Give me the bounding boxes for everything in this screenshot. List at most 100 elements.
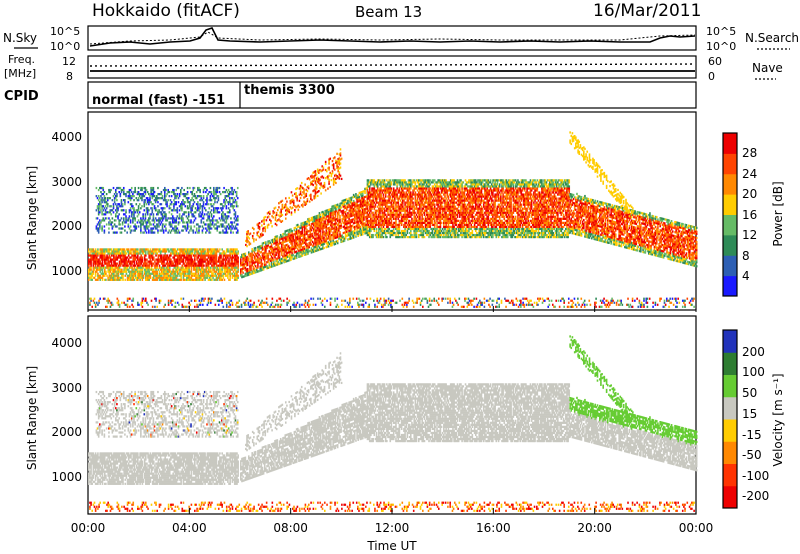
power-cell — [191, 269, 193, 271]
power-cell — [119, 250, 121, 252]
power-cell — [102, 279, 104, 281]
power-cell — [134, 263, 136, 265]
radar-summary-plot: Hokkaido (fitACF) Beam 13 16/Mar/2011 N.… — [0, 0, 800, 554]
power-cell — [144, 256, 146, 258]
power-cell — [156, 279, 158, 281]
cpid-mode-2: themis 3300 — [244, 83, 335, 98]
power-cell — [128, 269, 130, 271]
power-cell — [109, 263, 111, 265]
power-cell — [97, 273, 99, 275]
power-cell — [142, 269, 144, 271]
power-cell — [170, 254, 172, 256]
power-cell — [143, 252, 145, 254]
power-cell — [132, 277, 134, 279]
power-cell — [111, 261, 113, 263]
power-cell — [110, 256, 112, 258]
power-cell — [164, 252, 166, 254]
power-cell — [122, 279, 124, 281]
nave-right-tick-top: 60 — [708, 55, 722, 68]
noise-sky-line — [90, 28, 695, 46]
power-cell — [118, 275, 120, 277]
power-cell — [98, 258, 100, 260]
power-cell — [122, 277, 124, 279]
power-cell — [185, 273, 187, 275]
power-cell — [176, 277, 178, 279]
power-cell — [152, 265, 154, 267]
power-cell — [192, 252, 194, 254]
power-cell — [135, 273, 137, 275]
freq-left-tick-bottom: 8 — [66, 70, 73, 83]
power-cell — [145, 252, 147, 254]
power-cell — [102, 269, 104, 271]
power-cell — [169, 256, 171, 258]
power-cell — [89, 271, 91, 273]
power-cell — [156, 267, 158, 269]
power-cell — [118, 273, 120, 275]
power-cell — [127, 267, 129, 269]
noise-right-tick-top: 10^5 — [706, 25, 736, 38]
power-cell — [104, 275, 106, 277]
power-cell — [192, 250, 194, 252]
power-cell — [93, 273, 95, 275]
power-cell — [103, 265, 105, 267]
power-cell — [169, 269, 171, 271]
power-cell — [188, 267, 190, 269]
power-cell — [176, 250, 178, 252]
power-cell — [161, 275, 163, 277]
power-cell — [90, 267, 92, 269]
power-cell — [99, 261, 101, 263]
power-cell — [124, 250, 126, 252]
power-cell — [97, 254, 99, 256]
power-cell — [131, 263, 133, 265]
power-cell — [179, 271, 181, 273]
power-cell — [139, 265, 141, 267]
power-cell — [158, 263, 160, 265]
power-cell — [151, 261, 153, 263]
power-cell — [94, 269, 96, 271]
power-cell — [105, 261, 107, 263]
power-cell — [142, 279, 144, 281]
power-cell — [136, 261, 138, 263]
power-cell — [128, 265, 130, 267]
power-cell — [174, 256, 176, 258]
power-cell — [151, 267, 153, 269]
power-cell — [137, 279, 139, 281]
power-cell — [94, 277, 96, 279]
power-cell — [137, 248, 139, 250]
power-cell — [191, 271, 193, 273]
power-cell — [171, 261, 173, 263]
power-cell — [163, 261, 165, 263]
station-title: Hokkaido (fitACF) — [92, 1, 240, 21]
nave-label: Nave — [752, 61, 783, 75]
power-cell — [139, 252, 141, 254]
power-cell — [148, 279, 150, 281]
power-cell — [156, 252, 158, 254]
power-cell — [153, 269, 155, 271]
power-cell — [127, 263, 129, 265]
freq-label-1: Freq. — [8, 53, 35, 66]
power-cell — [91, 275, 93, 277]
power-cell — [90, 261, 92, 263]
power-cell — [95, 265, 97, 267]
power-cell — [153, 277, 155, 279]
power-cell — [128, 248, 130, 250]
power-cell — [172, 269, 174, 271]
power-cell — [183, 261, 185, 263]
power-cell — [105, 279, 107, 281]
power-cell — [117, 258, 119, 260]
power-cell — [191, 254, 193, 256]
noise-search-label: N.Search — [745, 31, 799, 45]
power-cell — [159, 271, 161, 273]
power-cell — [134, 279, 136, 281]
power-cell — [104, 252, 106, 254]
power-cell — [114, 269, 116, 271]
date-title: 16/Mar/2011 — [593, 1, 701, 21]
power-cell — [156, 271, 158, 273]
power-cell — [102, 261, 104, 263]
power-cell — [191, 256, 193, 258]
power-cell — [194, 256, 196, 258]
power-cell — [109, 254, 111, 256]
power-cell — [104, 254, 106, 256]
power-cell — [191, 267, 193, 269]
power-cell — [184, 254, 186, 256]
